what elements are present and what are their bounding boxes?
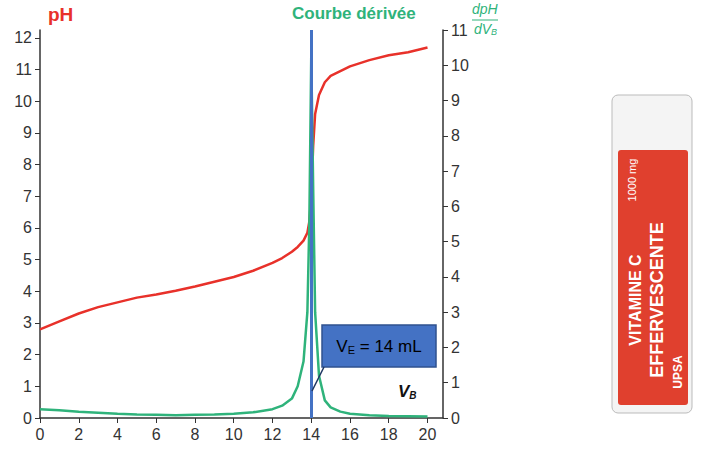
svg-text:9: 9 xyxy=(23,124,32,141)
svg-text:Courbe dérivée: Courbe dérivée xyxy=(292,4,416,23)
svg-text:B: B xyxy=(409,390,416,401)
svg-text:1000 mg: 1000 mg xyxy=(626,159,638,202)
svg-text:20: 20 xyxy=(419,426,437,443)
svg-text:1: 1 xyxy=(451,374,460,391)
svg-text:5: 5 xyxy=(451,233,460,250)
svg-text:B: B xyxy=(491,27,497,37)
svg-text:V: V xyxy=(398,382,410,401)
svg-text:8: 8 xyxy=(191,426,200,443)
svg-text:10: 10 xyxy=(14,93,32,110)
svg-text:dpH: dpH xyxy=(472,1,499,17)
svg-text:4: 4 xyxy=(113,426,122,443)
svg-text:11: 11 xyxy=(15,61,32,78)
svg-text:pH: pH xyxy=(48,4,73,25)
svg-text:9: 9 xyxy=(451,92,460,109)
svg-text:dV: dV xyxy=(474,21,493,37)
svg-text:18: 18 xyxy=(380,426,398,443)
svg-text:14: 14 xyxy=(302,426,320,443)
svg-text:3: 3 xyxy=(23,314,32,331)
svg-text:16: 16 xyxy=(341,426,359,443)
svg-text:0: 0 xyxy=(36,426,45,443)
svg-text:UPSA: UPSA xyxy=(671,355,685,389)
svg-text:0: 0 xyxy=(451,410,460,427)
svg-text:E: E xyxy=(348,344,355,356)
svg-text:4: 4 xyxy=(451,268,460,285)
svg-text:1: 1 xyxy=(23,378,32,395)
svg-text:8: 8 xyxy=(23,156,32,173)
svg-text:5: 5 xyxy=(23,251,32,268)
svg-text:7: 7 xyxy=(23,188,32,205)
svg-text:2: 2 xyxy=(74,426,83,443)
svg-text:11: 11 xyxy=(451,22,468,39)
svg-text:0: 0 xyxy=(23,410,32,427)
svg-text:= 14 mL: = 14 mL xyxy=(355,337,422,356)
svg-text:12: 12 xyxy=(264,426,282,443)
svg-text:8: 8 xyxy=(451,127,460,144)
svg-text:VITAMINE C: VITAMINE C xyxy=(627,254,644,346)
svg-text:V: V xyxy=(336,337,348,356)
svg-text:4: 4 xyxy=(23,283,32,300)
svg-text:2: 2 xyxy=(23,346,32,363)
svg-text:10: 10 xyxy=(451,57,469,74)
svg-text:10: 10 xyxy=(225,426,243,443)
svg-text:6: 6 xyxy=(23,219,32,236)
svg-text:EFFERVESCENTE: EFFERVESCENTE xyxy=(647,222,667,378)
svg-text:6: 6 xyxy=(152,426,161,443)
svg-text:2: 2 xyxy=(451,339,460,356)
svg-text:3: 3 xyxy=(451,304,460,321)
svg-text:6: 6 xyxy=(451,198,460,215)
svg-text:12: 12 xyxy=(14,29,32,46)
svg-text:7: 7 xyxy=(451,163,460,180)
